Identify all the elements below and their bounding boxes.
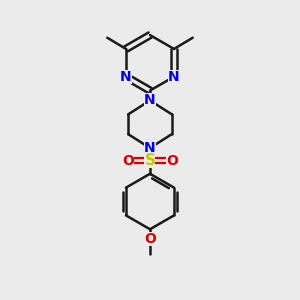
- Text: O: O: [166, 154, 178, 168]
- Text: S: S: [145, 153, 155, 168]
- Text: N: N: [120, 70, 132, 84]
- Text: O: O: [144, 232, 156, 246]
- Text: N: N: [144, 141, 156, 155]
- Text: N: N: [144, 94, 156, 107]
- Text: N: N: [168, 70, 180, 84]
- Text: O: O: [122, 154, 134, 168]
